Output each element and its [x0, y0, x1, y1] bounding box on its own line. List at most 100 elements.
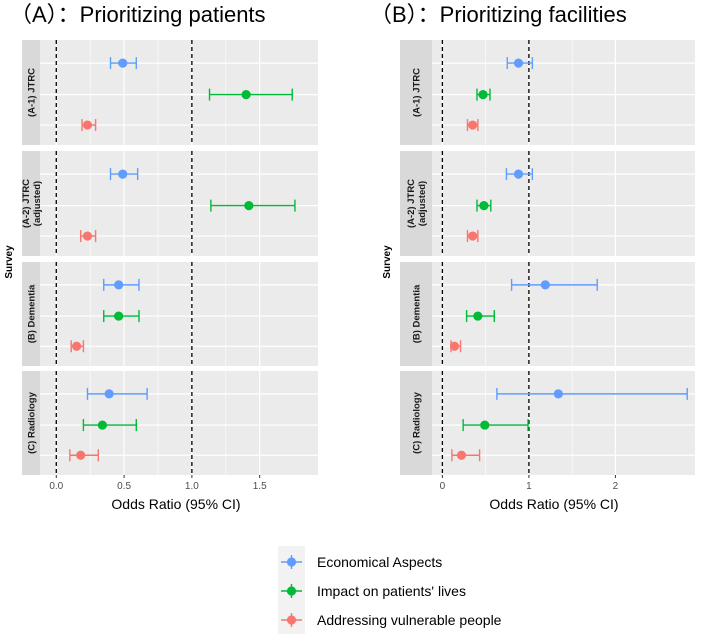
panel-b-facet: (C) Radiology — [400, 371, 695, 475]
estimate-impact — [208, 88, 293, 101]
panel-a-x-axis-title: Odds Ratio (95% CI) — [111, 496, 240, 512]
estimate-economical — [505, 168, 534, 181]
odds-ratio-point — [82, 231, 93, 241]
panel-a-y-axis-title: Survey — [4, 245, 15, 279]
estimate-vulnerable — [449, 340, 462, 353]
panel-a-title: （A）：Prioritizing patients — [10, 2, 266, 27]
legend-label: Economical Aspects — [317, 554, 442, 570]
facet-strip-label: (B) Dementia — [412, 284, 423, 343]
odds-ratio-point — [244, 201, 254, 211]
panel-b-facet: (A-2) JTRC(adjusted) — [400, 151, 695, 256]
estimate-vulnerable — [466, 119, 479, 132]
estimate-impact — [82, 419, 137, 432]
x-tick-label: 0 — [440, 481, 446, 492]
panel-b-y-axis-title: Survey — [382, 245, 393, 279]
odds-ratio-point — [82, 120, 93, 130]
facet-strip — [400, 262, 432, 366]
odds-ratio-point — [540, 280, 550, 290]
estimate-economical — [510, 278, 598, 291]
estimate-economical — [109, 57, 137, 70]
x-tick-label: 1.0 — [185, 481, 199, 492]
legend-key-point — [286, 586, 297, 596]
estimate-impact — [476, 88, 491, 101]
facet-panel-background — [40, 262, 318, 366]
facet-panel-background — [432, 262, 695, 366]
facet-panel-background — [432, 371, 695, 475]
legend-label: Addressing vulnerable people — [317, 612, 502, 628]
estimate-economical — [109, 168, 139, 181]
x-tick-label: 1 — [526, 481, 532, 492]
panel-b-x-axis-title: Odds Ratio (95% CI) — [489, 496, 618, 512]
odds-ratio-point — [478, 90, 488, 100]
panel-a-facet: (A-2) JTRC(adjusted) — [21, 151, 318, 256]
odds-ratio-point — [553, 389, 563, 399]
facet-strip-label: (C) Radiology — [412, 391, 423, 453]
facet-strip — [400, 371, 432, 475]
x-tick-label: 0.0 — [49, 481, 63, 492]
estimate-vulnerable — [451, 449, 481, 462]
facet-panel-background — [40, 151, 318, 256]
panel-b-facet: (B) Dementia — [400, 262, 695, 366]
panel-b-title: （B）：Prioritizing facilities — [370, 2, 627, 27]
x-tick-label: 1.5 — [253, 481, 267, 492]
odds-ratio-point — [449, 341, 460, 351]
estimate-economical — [496, 387, 688, 400]
facet-strip — [22, 40, 40, 145]
estimate-impact — [462, 419, 529, 432]
odds-ratio-point — [468, 231, 478, 241]
estimate-vulnerable — [70, 340, 85, 353]
odds-ratio-point — [118, 169, 128, 179]
odds-ratio-point — [468, 120, 478, 130]
estimate-economical — [86, 387, 148, 400]
odds-ratio-point — [118, 58, 128, 68]
odds-ratio-point — [479, 201, 489, 211]
facet-strip — [22, 262, 40, 366]
x-tick-label: 2 — [613, 481, 619, 492]
estimate-economical — [506, 57, 534, 70]
facet-panel-background — [40, 371, 318, 475]
odds-ratio-point — [513, 58, 524, 68]
facet-strip-label: (A-1) JTRC — [412, 68, 423, 117]
estimate-impact — [210, 199, 296, 212]
panel-a-plot: (A-1) JTRC (A-2) JTRC(adjusted) (B) Dement… — [21, 40, 318, 492]
estimate-impact — [103, 310, 140, 323]
legend-label: Impact on patients' lives — [317, 583, 466, 599]
x-tick-label: 0.5 — [117, 481, 131, 492]
facet-strip-label: (C) Radiology — [27, 391, 38, 453]
estimate-impact — [465, 310, 495, 323]
facet-strip — [22, 151, 40, 256]
legend-key-point — [286, 557, 297, 567]
facet-strip-label: (A-1) JTRC — [27, 68, 38, 117]
estimate-impact — [476, 199, 492, 212]
panel-b-plot: (A-1) JTRC (A-2) JTRC(adjusted) (B) Dement… — [400, 40, 695, 492]
facet-strip — [22, 371, 40, 475]
panel-b-facet: (A-1) JTRC — [400, 40, 695, 145]
odds-ratio-point — [473, 311, 483, 321]
legend-item-impact: Impact on patients' lives — [281, 583, 466, 599]
legend-key-point — [286, 615, 297, 625]
odds-ratio-point — [72, 341, 82, 351]
panel-a-facet: (C) Radiology — [22, 371, 318, 475]
odds-ratio-point — [480, 420, 490, 430]
estimate-economical — [103, 278, 140, 291]
legend-item-economical: Economical Aspects — [281, 554, 442, 570]
estimate-vulnerable — [69, 449, 100, 462]
facet-strip — [400, 40, 432, 145]
facet-strip — [400, 151, 432, 256]
odds-ratio-point — [104, 389, 114, 399]
facet-strip-label: (A-2) JTRC(adjusted) — [406, 179, 428, 228]
odds-ratio-point — [513, 169, 524, 179]
panel-a-facet: (B) Dementia — [22, 262, 318, 366]
odds-ratio-point — [97, 420, 107, 430]
estimate-vulnerable — [81, 119, 97, 132]
panel-a-facet: (A-1) JTRC — [22, 40, 318, 145]
facet-strip-label: (B) Dementia — [27, 284, 38, 343]
estimate-vulnerable — [79, 230, 97, 243]
odds-ratio-point — [241, 90, 251, 100]
legend-item-vulnerable: Addressing vulnerable people — [281, 612, 502, 628]
odds-ratio-point — [76, 450, 86, 460]
odds-ratio-point — [114, 311, 124, 321]
facet-strip-label: (A-2) JTRC(adjusted) — [21, 179, 43, 228]
odds-ratio-point — [456, 450, 467, 460]
